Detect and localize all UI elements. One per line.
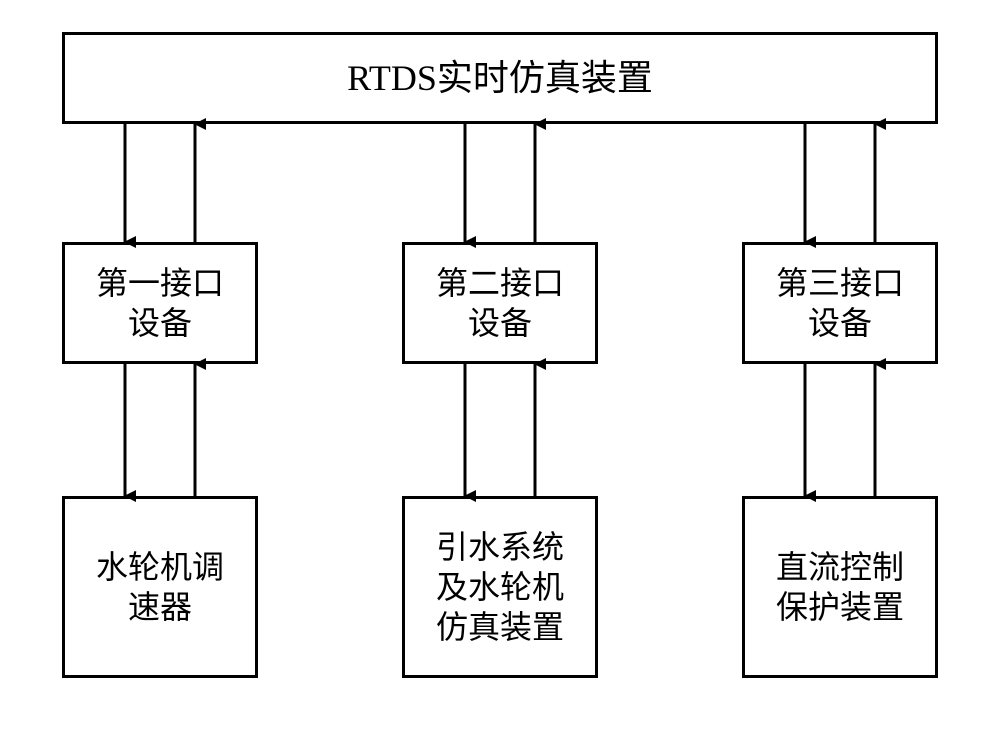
- node-if3: 第三接口设备: [742, 242, 938, 364]
- node-dev3: 直流控制保护装置: [742, 496, 938, 678]
- node-if2: 第二接口设备: [402, 242, 598, 364]
- node-dev1-label: 水轮机调速器: [96, 547, 224, 627]
- node-if1: 第一接口设备: [62, 242, 258, 364]
- node-top: RTDS实时仿真装置: [62, 32, 938, 124]
- node-if1-label: 第一接口设备: [96, 263, 224, 343]
- node-dev3-label: 直流控制保护装置: [776, 547, 904, 627]
- node-dev1: 水轮机调速器: [62, 496, 258, 678]
- node-if2-label: 第二接口设备: [436, 263, 564, 343]
- node-dev2: 引水系统及水轮机仿真装置: [402, 496, 598, 678]
- node-if3-label: 第三接口设备: [776, 263, 904, 343]
- node-dev2-label: 引水系统及水轮机仿真装置: [436, 527, 564, 647]
- node-top-label: RTDS实时仿真装置: [347, 56, 653, 101]
